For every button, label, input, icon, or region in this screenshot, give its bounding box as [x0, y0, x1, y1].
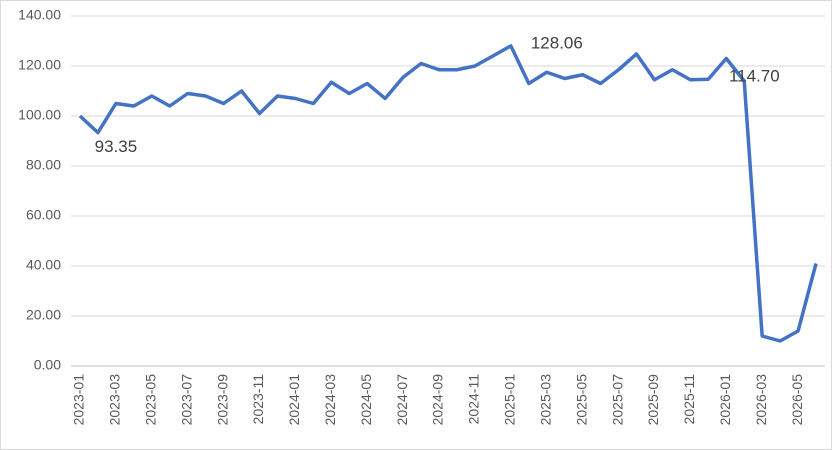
- x-tick-label: 2024-11: [466, 374, 482, 425]
- x-tick-label: 2025-05: [573, 374, 589, 426]
- x-tick-label: 2025-03: [537, 374, 553, 426]
- y-tick-label: 20.00: [26, 307, 61, 323]
- x-tick-label: 2024-05: [358, 374, 374, 426]
- line: [78, 44, 818, 343]
- x-tick-label: 2025-09: [645, 374, 661, 426]
- x-tick-label: 2024-07: [394, 374, 410, 426]
- x-tick-label: 2023-09: [214, 374, 230, 426]
- y-tick-label: 100.00: [18, 107, 61, 123]
- x-tick-label: 2024-09: [430, 374, 446, 426]
- x-tick-label: 2026-01: [717, 374, 733, 426]
- x-tick-label: 2023-11: [250, 374, 266, 425]
- x-tick-label: 2025-01: [502, 374, 518, 426]
- x-tick-label: 2025-11: [681, 374, 697, 425]
- x-tick-label: 2023-05: [142, 374, 158, 426]
- x-tick-label: 2023-03: [107, 374, 123, 426]
- y-tick-label: 140.00: [18, 7, 61, 23]
- y-tick-label: 0.00: [34, 357, 61, 373]
- y-tick-label: 80.00: [26, 157, 61, 173]
- y-tick-label: 40.00: [26, 257, 61, 273]
- x-tick-label: 2026-03: [753, 374, 769, 426]
- data-label: 114.70: [729, 67, 780, 86]
- y-tick-label: 60.00: [26, 207, 61, 223]
- data-label: 93.35: [95, 137, 138, 156]
- x-tick-label: 2024-03: [322, 374, 338, 426]
- x-tick-label: 2023-01: [71, 374, 87, 426]
- x-tick-label: 2023-07: [178, 374, 194, 426]
- x-tick-label: 2026-05: [789, 374, 805, 426]
- x-tick-label: 2025-07: [609, 374, 625, 426]
- y-tick-label: 120.00: [18, 57, 61, 73]
- x-tick-label: 2024-01: [286, 374, 302, 426]
- data-label: 128.06: [531, 33, 583, 52]
